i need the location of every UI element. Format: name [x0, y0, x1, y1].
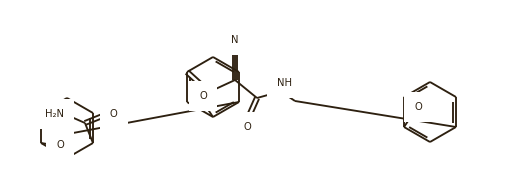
- Text: N: N: [231, 35, 238, 45]
- Text: O: O: [56, 140, 64, 150]
- Text: O: O: [110, 109, 118, 119]
- Text: NH: NH: [276, 78, 292, 88]
- Text: O: O: [413, 102, 421, 112]
- Text: O: O: [199, 91, 207, 101]
- Text: O: O: [243, 122, 250, 132]
- Text: H₂N: H₂N: [45, 109, 64, 119]
